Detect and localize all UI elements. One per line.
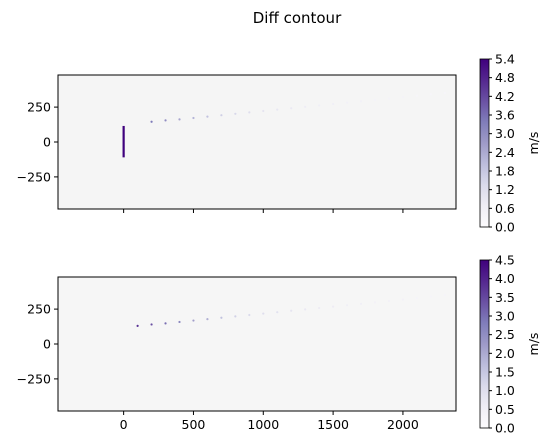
colorbar-tick-label: 3.5 <box>495 290 515 305</box>
panel-bottom: 250 0 −250 0 500 1000 1500 2000 0.0 0.5 1.0 1.5 2.0 2… <box>17 253 541 436</box>
plot-area-top <box>58 75 456 209</box>
y-tick-label: −250 <box>17 371 51 386</box>
data-point <box>359 302 363 305</box>
colorbar-tick-label: 4.2 <box>495 89 515 104</box>
data-point <box>415 297 418 300</box>
data-point <box>220 316 223 319</box>
data-point <box>401 298 405 301</box>
data-point <box>290 107 293 110</box>
data-point <box>262 109 265 113</box>
plot-area-bottom <box>58 277 456 411</box>
data-point <box>443 294 446 297</box>
y-tick-label: −250 <box>17 169 51 184</box>
data-point <box>276 311 279 314</box>
data-point <box>429 295 432 298</box>
data-point <box>318 306 321 310</box>
colorbar-tick-label: 1.2 <box>495 182 515 197</box>
colorbar-tick-label: 0.0 <box>495 220 515 235</box>
data-point <box>332 305 335 308</box>
y-tick-label: 0 <box>43 337 51 352</box>
y-tick-label: 250 <box>27 100 51 115</box>
data-point <box>276 108 279 111</box>
colorbar-tick-label: 3.6 <box>495 108 515 123</box>
x-tick-label: 2000 <box>387 417 419 432</box>
x-tick-label: 0 <box>120 417 128 432</box>
data-point <box>150 120 153 123</box>
data-point <box>234 315 237 318</box>
panel-top: 250 0 −250 0.0 0.6 1.2 1.8 2.4 3.0 3.6 4.2 4.8 5.4 m/… <box>17 52 541 235</box>
data-point <box>429 93 432 96</box>
data-point <box>387 299 391 303</box>
data-point <box>164 322 167 325</box>
data-point <box>318 104 321 107</box>
data-point <box>262 312 265 315</box>
colorbar-tick-label: 1.0 <box>495 383 515 398</box>
data-point <box>373 98 377 101</box>
colorbar-tick-label: 1.8 <box>495 164 515 179</box>
x-tick-label: 500 <box>182 417 206 432</box>
data-point <box>304 105 307 108</box>
figure-title: Diff contour <box>253 9 342 27</box>
colorbar-tick-label: 0.6 <box>495 201 515 216</box>
data-point <box>387 97 391 100</box>
data-point <box>234 112 237 115</box>
data-point <box>164 119 167 122</box>
data-point <box>178 320 181 324</box>
x-tick-label: 1000 <box>247 417 279 432</box>
data-point <box>304 308 307 311</box>
data-point <box>401 95 405 99</box>
panels: 250 0 −250 0.0 0.6 1.2 1.8 2.4 3.0 3.6 4.2 4.8 5.4 m/… <box>17 52 541 436</box>
x-tick-label: 1500 <box>317 417 349 432</box>
data-point <box>206 115 209 118</box>
colorbar-tick-label: 4.0 <box>495 271 515 286</box>
colorbar-tick-label: 3.0 <box>495 126 515 141</box>
colorbar-tick-label: 2.5 <box>495 327 515 342</box>
data-point <box>332 102 335 106</box>
colorbar-tick-label: 0.0 <box>495 421 515 436</box>
colorbar-bottom <box>479 259 490 429</box>
data-point <box>345 101 349 104</box>
data-point <box>359 100 363 103</box>
data-point <box>220 114 223 117</box>
data-point <box>345 304 349 307</box>
data-point <box>248 313 251 317</box>
colorbar-tick-label: 2.4 <box>495 145 515 160</box>
colorbar-tick-label: 4.8 <box>495 70 515 85</box>
data-point <box>192 319 195 322</box>
y-tick-label: 250 <box>27 302 51 317</box>
data-point <box>178 118 181 121</box>
data-point <box>443 91 446 94</box>
colorbar-tick-label: 2.0 <box>495 346 515 361</box>
colorbar-tick-label: 4.5 <box>495 253 515 268</box>
data-point <box>192 116 195 120</box>
colorbar-label: m/s <box>526 132 541 155</box>
colorbar-tick-label: 5.4 <box>495 52 515 67</box>
colorbar-top <box>479 58 490 228</box>
colorbar-tick-label: 1.5 <box>495 365 515 380</box>
data-point <box>150 323 153 326</box>
data-point <box>136 324 139 327</box>
data-point <box>290 309 293 312</box>
data-point <box>248 111 251 114</box>
data-point <box>206 318 209 321</box>
colorbar-label: m/s <box>526 333 541 356</box>
y-tick-label: 0 <box>43 135 51 150</box>
data-point <box>415 94 418 97</box>
colorbar-tick-label: 3.0 <box>495 309 515 324</box>
data-point <box>373 301 377 304</box>
colorbar-tick-label: 0.5 <box>495 402 515 417</box>
